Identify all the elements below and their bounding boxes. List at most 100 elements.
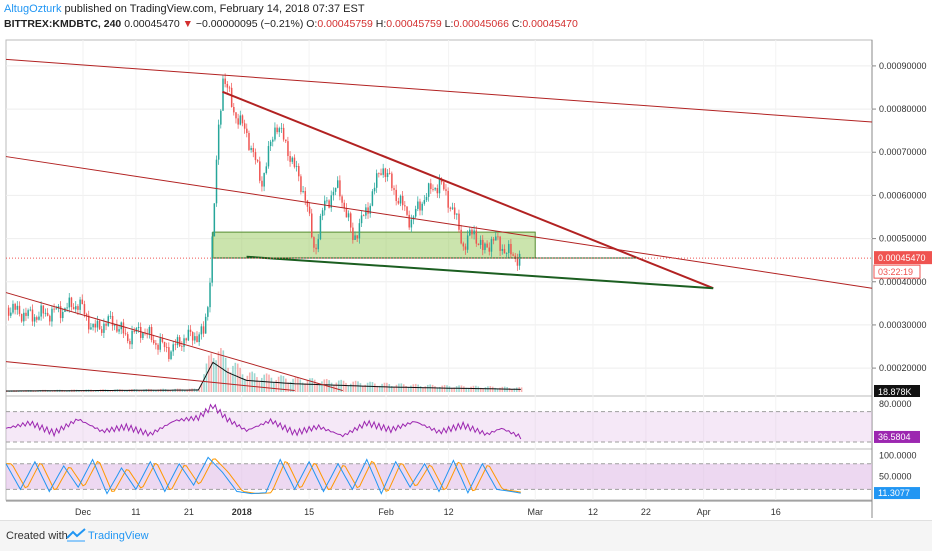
- x-tick-label: Feb: [378, 507, 394, 517]
- candle: [371, 191, 374, 206]
- volume-bar: [299, 379, 302, 392]
- x-tick-label: Dec: [75, 507, 92, 517]
- volume-bar: [318, 384, 321, 392]
- consolidation-zone: [212, 231, 536, 259]
- low-label: L:: [444, 18, 454, 30]
- trendline-descending-resistance: [222, 90, 714, 290]
- candle: [94, 323, 97, 328]
- stoch-value-tag: [874, 487, 920, 500]
- volume-bar: [381, 383, 383, 392]
- candle: [488, 247, 491, 252]
- volume-bar: [441, 385, 444, 392]
- candle: [196, 336, 198, 343]
- candle: [319, 215, 322, 240]
- candle: [421, 203, 423, 211]
- candle: [458, 213, 460, 230]
- candle: [204, 316, 207, 334]
- volume-bar: [95, 390, 97, 392]
- volume-bar: [251, 371, 253, 392]
- candle: [187, 329, 190, 341]
- candle: [518, 253, 521, 266]
- volume-bar: [455, 386, 458, 392]
- volume-bar: [229, 372, 232, 392]
- candle: [434, 188, 436, 190]
- candle: [246, 128, 248, 134]
- volume-bar: [51, 390, 54, 392]
- volume-bar: [463, 386, 465, 392]
- stoch-tick-label: 50.0000: [879, 472, 912, 482]
- volume-bar: [451, 387, 453, 392]
- trendline-lower-2: [5, 361, 295, 392]
- trendline-upper-long: [5, 58, 873, 123]
- close-label: C:: [511, 18, 523, 30]
- candle: [278, 128, 281, 133]
- candle: [410, 219, 413, 228]
- close-value: 0.00045470: [522, 18, 578, 30]
- volume-bar: [265, 373, 268, 392]
- candle: [282, 127, 285, 140]
- candle: [460, 229, 462, 244]
- volume-bar: [511, 389, 513, 392]
- volume-bar: [280, 375, 282, 392]
- candle: [384, 168, 387, 178]
- stoch-tick-label: 100.0000: [879, 450, 917, 460]
- candle: [98, 320, 101, 330]
- candle: [308, 206, 311, 214]
- candle: [514, 255, 517, 259]
- volume-bar: [138, 390, 140, 392]
- candle: [272, 139, 274, 142]
- volume-bar: [210, 353, 213, 392]
- volume-bar: [431, 384, 434, 392]
- volume-bar: [66, 390, 68, 392]
- volume-bar: [347, 385, 350, 392]
- candle: [139, 326, 142, 338]
- rsi-value-label: 36.5804: [878, 432, 911, 442]
- last-price-tag: [874, 251, 932, 265]
- x-tick-label: Mar: [527, 507, 543, 517]
- rsi-band: [6, 411, 872, 442]
- candle: [126, 334, 129, 341]
- volume-bar: [354, 380, 357, 392]
- volume-bar: [465, 387, 468, 392]
- tradingview-brand[interactable]: TradingView: [88, 530, 149, 542]
- candle: [343, 202, 345, 209]
- candle: [237, 118, 239, 125]
- bar-timer-tag: [873, 264, 921, 279]
- volume-bar: [184, 390, 186, 392]
- volume-bar: [275, 379, 278, 392]
- candle: [66, 307, 68, 309]
- volume-bar: [520, 387, 523, 392]
- price-chart[interactable]: 0.00090000 0.00080000 0.00070000 0.00060000…: [0, 34, 932, 520]
- volume-bar: [340, 379, 342, 392]
- candle: [349, 213, 352, 228]
- candle: [185, 338, 187, 341]
- symbol-label: BITTREX:KMDBTC, 240: [4, 18, 122, 30]
- volume-bar: [167, 389, 169, 392]
- volume-tag: [874, 385, 920, 397]
- candle: [423, 200, 426, 204]
- candle: [81, 299, 84, 305]
- candle: [453, 207, 456, 215]
- candle: [356, 235, 358, 239]
- volume-bar: [232, 365, 234, 392]
- candle: [501, 248, 504, 251]
- candle: [29, 309, 32, 311]
- volume-bar: [484, 387, 487, 392]
- volume-bar: [467, 388, 470, 392]
- candle: [92, 323, 94, 328]
- volume-bar: [224, 357, 227, 392]
- candle: [430, 183, 432, 190]
- candle: [131, 330, 133, 345]
- author-link[interactable]: AltugOzturk: [4, 3, 62, 15]
- volume-bar: [256, 377, 258, 392]
- candle: [466, 235, 469, 250]
- candle: [228, 87, 231, 89]
- volume-bar: [215, 360, 217, 392]
- candle: [68, 297, 71, 308]
- candle: [373, 187, 376, 192]
- stoch-value-label: 11.3077: [878, 488, 910, 498]
- volume-bar: [200, 383, 203, 392]
- volume-bar: [470, 386, 472, 392]
- candle: [451, 207, 454, 209]
- candle: [471, 229, 473, 235]
